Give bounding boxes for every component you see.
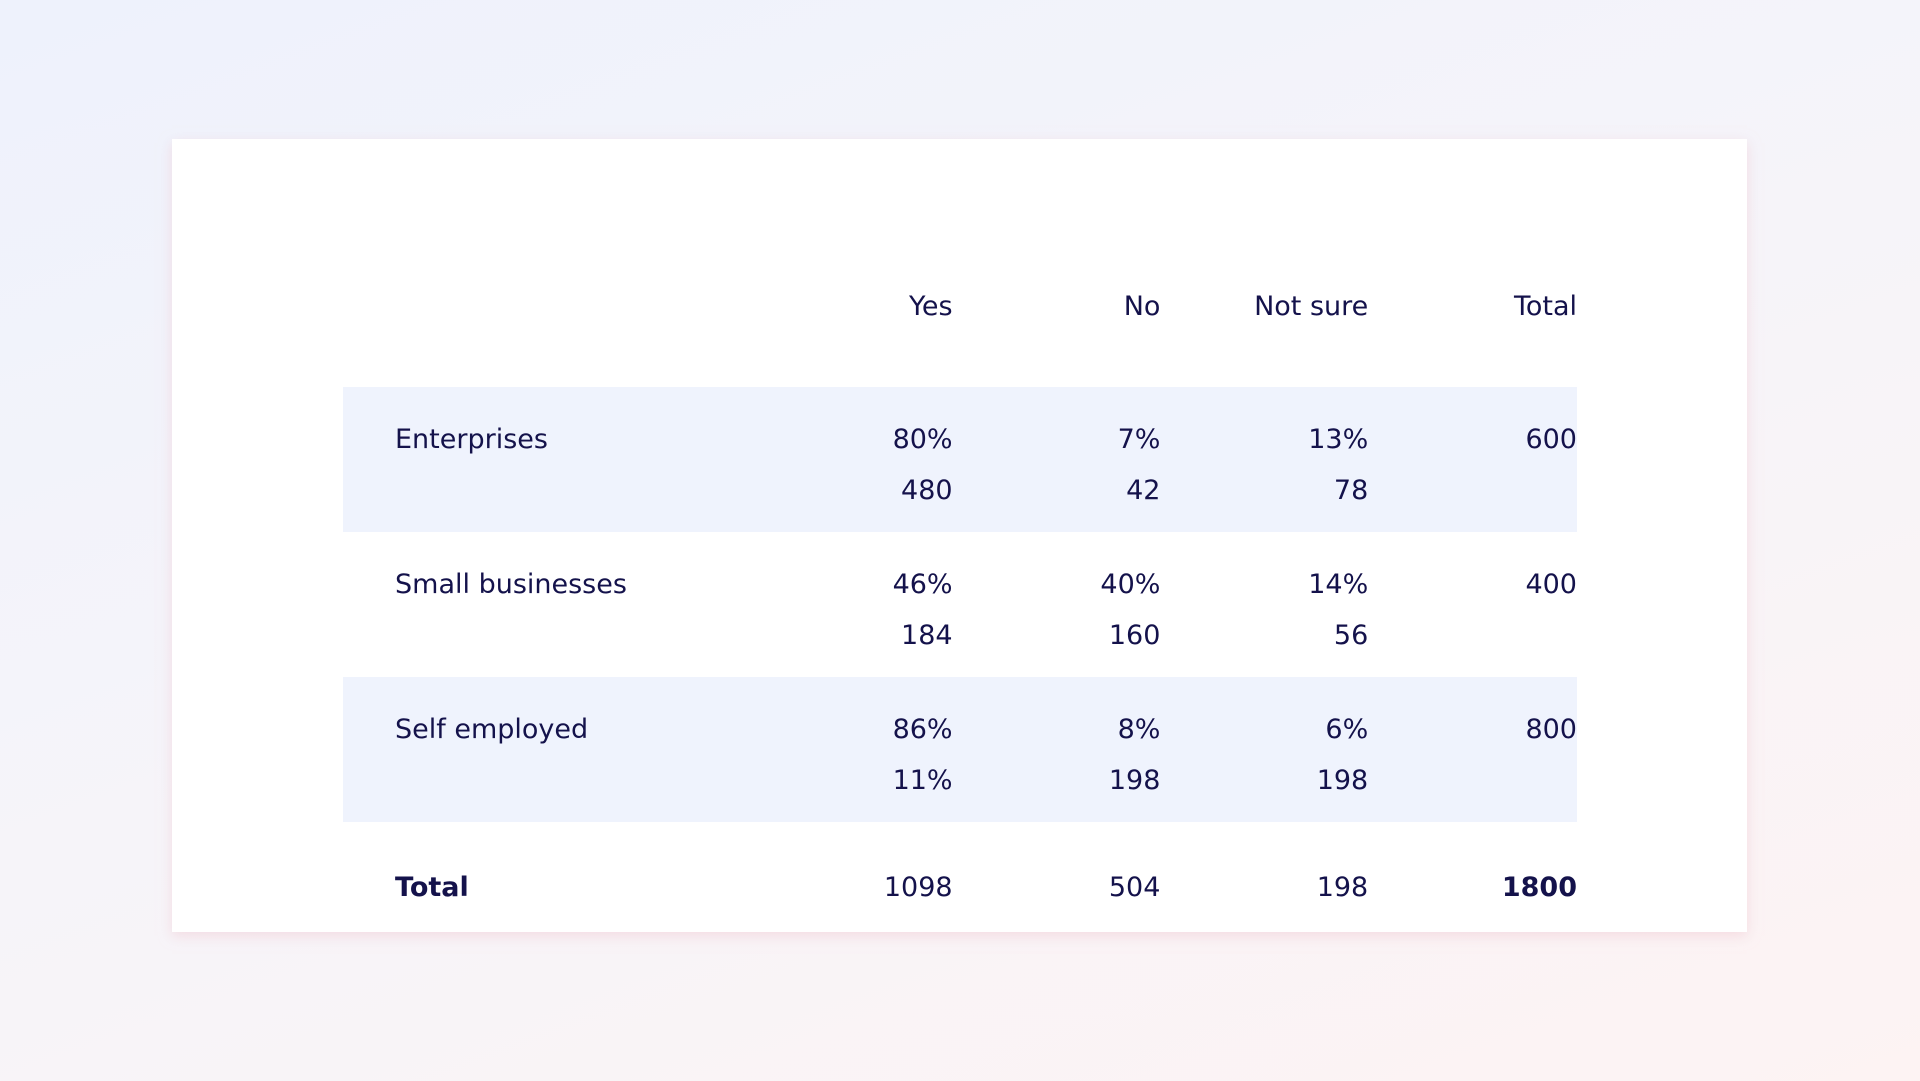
cell-yes: 80% 480 [660, 414, 953, 532]
data-table: Yes No Not sure Total Enterprises 80% 48… [343, 211, 1577, 934]
total-not-sure: 198 [1316, 872, 1369, 903]
cell-not-sure-count: 198 [1316, 765, 1369, 796]
cell-no-percent: 40% [1100, 569, 1161, 600]
cell-not-sure-count: 56 [1333, 620, 1369, 651]
table-row-enterprises: Enterprises 80% 480 7% 42 13% 78 600 [343, 387, 1577, 532]
table-header-row: Yes No Not sure Total [343, 211, 1577, 387]
grand-total: 1800 [1501, 872, 1577, 903]
cell-not-sure: 13% 78 [1160, 414, 1368, 532]
cell-yes-count: 11% [892, 765, 953, 796]
cell-yes-percent: 46% [892, 569, 953, 600]
table-card: Yes No Not sure Total Enterprises 80% 48… [172, 139, 1747, 932]
cell-no: 7% 42 [953, 414, 1161, 532]
total-yes: 1098 [883, 872, 953, 903]
cell-no-count: 160 [1108, 620, 1161, 651]
header-cell-no: No [1123, 291, 1161, 322]
cell-yes-percent: 80% [892, 424, 953, 455]
cell-not-sure-percent: 13% [1308, 424, 1369, 455]
cell-yes-count: 480 [901, 475, 953, 506]
cell-no-percent: 8% [1117, 714, 1161, 745]
table-row-self-employed: Self employed 86% 11% 8% 198 6% 198 800 [343, 677, 1577, 822]
header-cell-total: Total [1513, 291, 1577, 322]
cell-no-count: 42 [1126, 475, 1161, 506]
row-label: Enterprises [395, 424, 548, 455]
total-no: 504 [1108, 872, 1161, 903]
cell-no: 8% 198 [953, 704, 1161, 822]
header-cell-not-sure: Not sure [1254, 291, 1369, 322]
cell-no: 40% 160 [953, 559, 1161, 677]
cell-not-sure-count: 78 [1333, 475, 1369, 506]
table-total-row: Total 1098 504 198 1800 [343, 822, 1577, 934]
header-cell-blank [343, 211, 660, 387]
cell-yes: 46% 184 [660, 559, 953, 677]
table-row-small-businesses: Small businesses 46% 184 40% 160 14% 56 … [343, 532, 1577, 677]
cell-no-percent: 7% [1117, 424, 1161, 455]
cell-total: 400 [1525, 569, 1577, 600]
row-label: Self employed [395, 714, 589, 745]
row-label: Small businesses [395, 569, 627, 600]
cell-total: 600 [1525, 424, 1577, 455]
cell-not-sure: 6% 198 [1160, 704, 1369, 822]
cell-not-sure-percent: 14% [1308, 569, 1369, 600]
cell-yes-count: 184 [901, 620, 953, 651]
total-row-label: Total [395, 872, 469, 903]
header-cell-yes: Yes [909, 291, 953, 322]
cell-yes-percent: 86% [892, 714, 953, 745]
cell-not-sure-percent: 6% [1325, 714, 1369, 745]
cell-total: 800 [1525, 714, 1577, 745]
cell-no-count: 198 [1108, 765, 1161, 796]
cell-yes: 86% 11% [660, 704, 953, 822]
cell-not-sure: 14% 56 [1160, 559, 1368, 677]
